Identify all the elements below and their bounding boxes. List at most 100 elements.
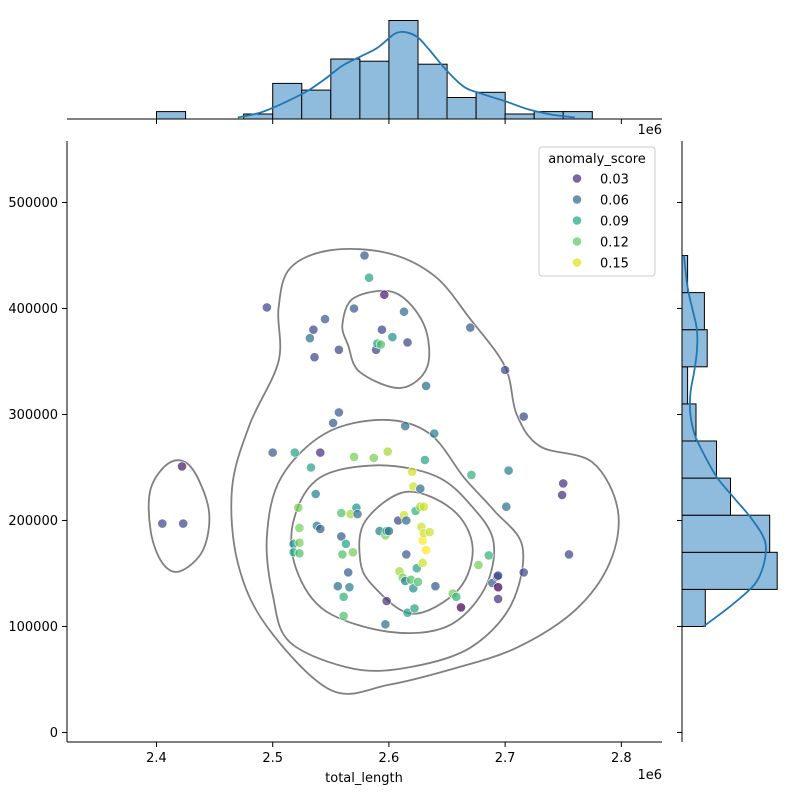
y-marginal-bar	[681, 366, 689, 405]
scatter-point	[157, 518, 168, 529]
scatter-point	[409, 603, 420, 614]
x-marginal-kde-line	[237, 30, 575, 119]
scatter-point	[294, 537, 305, 548]
kde-contour-line	[230, 248, 620, 695]
y-tick-label: 300000	[8, 408, 58, 423]
scatter-point	[309, 352, 320, 363]
legend-frame	[538, 146, 656, 277]
scatter-point	[347, 547, 358, 558]
x-tick-label: 2.8	[611, 751, 632, 766]
y-marginal-bar	[681, 329, 708, 368]
scatter-point	[430, 581, 441, 592]
x-marginal-bar	[417, 63, 448, 120]
y-marginal-bar	[681, 403, 697, 442]
kde-contour-line	[290, 464, 495, 635]
scatter-point	[177, 461, 187, 472]
scatter-point	[456, 602, 466, 613]
scatter-point	[349, 451, 359, 462]
x-tick-label: 2.5	[262, 751, 283, 766]
kde-contours	[147, 248, 620, 695]
x-marginal-bars	[156, 20, 593, 120]
x-tick-label: 2.4	[146, 751, 167, 766]
legend-label: 0.12	[600, 236, 629, 251]
scatter-point	[402, 607, 413, 618]
y-marginal-histogram	[677, 141, 778, 742]
x-marginal-bar	[446, 97, 477, 120]
y-marginal-bar	[681, 551, 778, 590]
x-marginal-bar	[301, 89, 332, 120]
legend-label: 0.06	[600, 194, 629, 209]
scatter-point	[381, 596, 392, 606]
x-marginal-histogram: 1e6	[67, 20, 662, 138]
y-tick-label: 100000	[8, 620, 58, 635]
y-tick-label: 400000	[8, 302, 58, 317]
y-tick-label: 500000	[8, 196, 58, 211]
scatter-point	[400, 421, 411, 431]
scatter-point	[375, 339, 386, 350]
x-axis-ticks: 2.4 2.5 2.6 2.7 2.8	[146, 742, 632, 766]
scatter-point	[364, 272, 374, 283]
kde-contour-line	[341, 289, 431, 389]
scatter-point	[261, 302, 272, 313]
scatter-point	[359, 250, 370, 261]
scatter-point	[289, 447, 300, 458]
scatter-point	[349, 303, 359, 314]
scatter-points	[157, 250, 574, 630]
scatter-point	[429, 428, 440, 439]
scatter-point	[407, 466, 417, 477]
scatter-point	[379, 289, 390, 300]
scatter-point	[368, 452, 379, 463]
x-tick-label: 2.6	[379, 751, 400, 766]
scatter-point	[558, 478, 569, 489]
scatter-point	[293, 502, 304, 513]
x-tick-label: 2.7	[495, 751, 516, 766]
scatter-point	[340, 538, 351, 549]
scatter-point	[337, 549, 348, 560]
scatter-point	[383, 526, 394, 536]
scatter-point	[493, 570, 503, 581]
y-tick-label: 200000	[8, 514, 58, 529]
scatter-point	[343, 567, 354, 578]
kde-contour-line	[147, 459, 211, 573]
scatter-point	[344, 582, 355, 593]
scatter-point	[518, 411, 529, 422]
scatter-point	[465, 322, 476, 333]
y-marginal-kde-line	[683, 255, 767, 628]
x-marginal-bar	[330, 58, 361, 120]
scatter-point	[352, 509, 363, 519]
scatter-point	[401, 549, 412, 560]
scatter-point	[315, 524, 326, 534]
scatter-point	[380, 619, 391, 630]
scatter-point	[419, 455, 430, 465]
scatter-point	[417, 558, 428, 568]
scatter-point	[557, 490, 567, 500]
scatter-point	[493, 594, 503, 604]
scatter-point	[306, 462, 316, 473]
scatter-point	[473, 560, 484, 570]
scatter-point	[333, 344, 344, 355]
scatter-point	[338, 591, 349, 602]
scatter-point	[332, 581, 343, 592]
scatter-point	[421, 380, 431, 391]
y-marginal-bar	[681, 477, 731, 516]
scatter-point	[382, 446, 393, 457]
scatter-point	[466, 469, 477, 480]
scatter-point	[178, 518, 189, 529]
legend-label: 0.03	[600, 173, 629, 188]
scatter-point	[483, 550, 494, 561]
x-marginal-bar	[562, 111, 593, 120]
x-marginal-offset-label: 1e6	[637, 123, 662, 138]
y-marginal-bar	[681, 588, 706, 628]
scatter-point	[338, 611, 349, 621]
scatter-point	[336, 531, 347, 542]
y-marginal-bar	[681, 514, 771, 553]
legend-title: anomaly_score	[548, 152, 646, 167]
scatter-point	[336, 508, 347, 518]
scatter-point	[333, 407, 344, 418]
x-axis-offset-label: 1e6	[637, 768, 662, 783]
x-marginal-bar	[504, 113, 535, 120]
x-axis-label: total_length	[325, 771, 403, 786]
scatter-point	[294, 548, 305, 559]
